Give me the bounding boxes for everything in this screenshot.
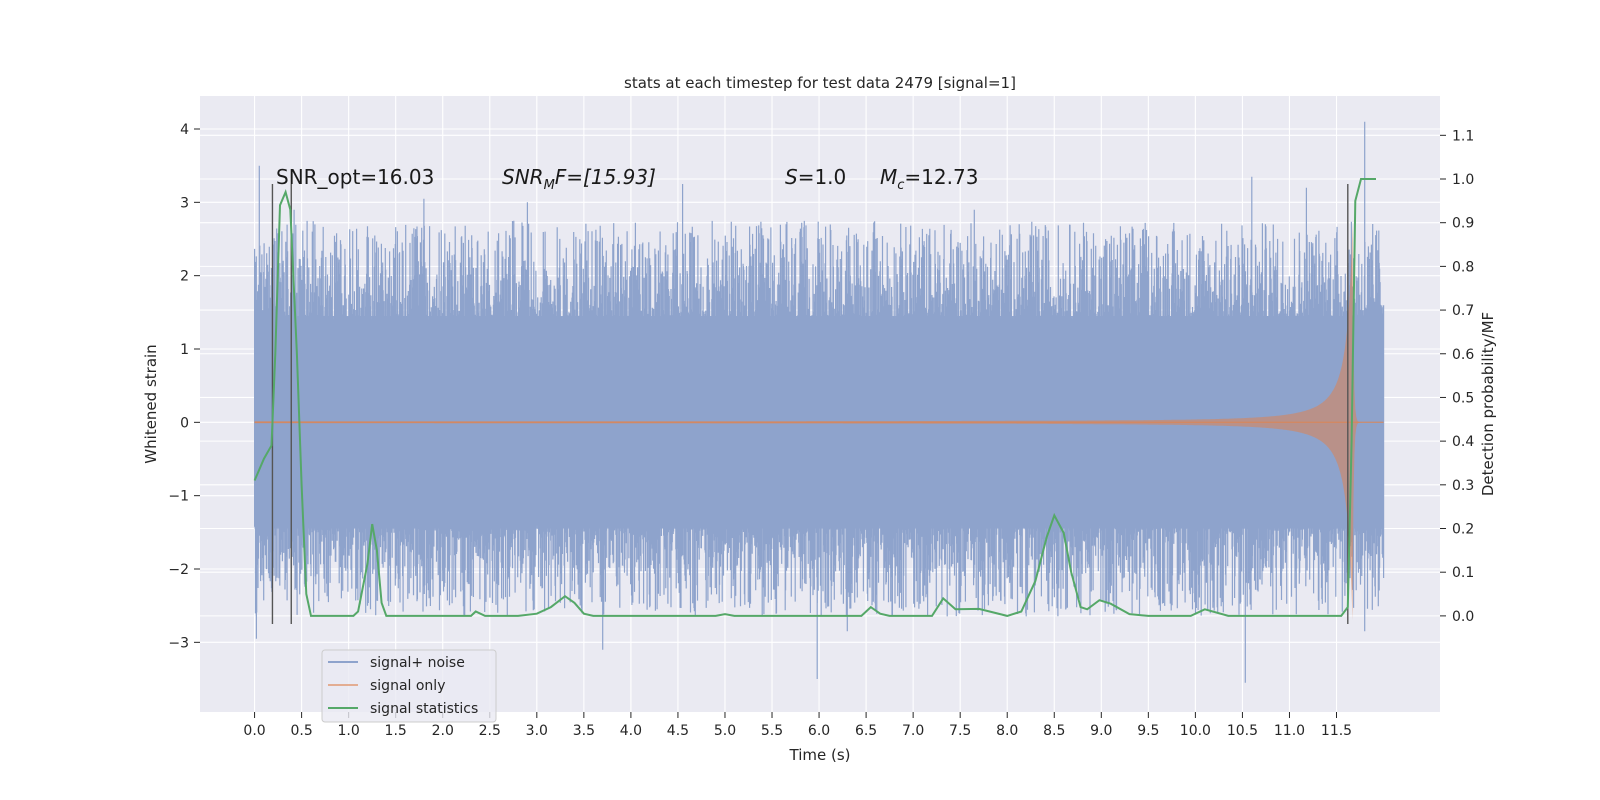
y-axis-label-left: Whitened strain xyxy=(142,344,160,463)
x-tick-label: 1.5 xyxy=(385,723,407,739)
x-tick-label: 10.0 xyxy=(1180,723,1211,739)
legend-label-signal-only: signal only xyxy=(370,678,445,694)
annotation-snr-opt: SNR_opt=16.03 xyxy=(276,165,434,189)
legend-box xyxy=(321,649,497,723)
annotation-mc: Mc=12.73 xyxy=(880,165,978,193)
x-tick-label: 5.0 xyxy=(714,723,736,739)
chart-title: stats at each timestep for test data 247… xyxy=(624,74,1016,92)
x-tick-label: 1.0 xyxy=(338,723,360,739)
y-tick-label-right: 1.0 xyxy=(1452,172,1474,188)
x-tick-label: 10.5 xyxy=(1227,723,1258,739)
x-tick-label: 11.0 xyxy=(1274,723,1305,739)
y-tick-label-left: 4 xyxy=(180,122,189,138)
series-signal-statistics xyxy=(253,178,1376,617)
x-tick-label: 11.5 xyxy=(1321,723,1352,739)
x-tick-label: 9.5 xyxy=(1137,723,1159,739)
legend-label-signal-noise: signal+ noise xyxy=(370,655,465,671)
x-tick-label: 4.0 xyxy=(620,723,642,739)
y-tick-label-left: −1 xyxy=(168,489,189,505)
x-tick-label: 0.0 xyxy=(243,723,265,739)
y-tick-label-left: −3 xyxy=(168,635,189,651)
legend: signal+ noise signal only signal statist… xyxy=(321,649,497,723)
y-tick-label-right: 0.3 xyxy=(1452,478,1474,494)
y-tick-label-left: 2 xyxy=(180,269,189,285)
annotation-snr-mf: SNRMF=[15.93] xyxy=(502,165,656,193)
x-tick-label: 6.0 xyxy=(808,723,830,739)
noise-trace xyxy=(254,121,1385,683)
y-tick-label-right: 0.4 xyxy=(1452,434,1474,450)
y-tick-label-right: 0.5 xyxy=(1452,390,1474,406)
y-tick-label-left: −2 xyxy=(168,562,189,578)
x-tick-label: 7.0 xyxy=(902,723,924,739)
annotation-s: S=1.0 xyxy=(785,165,846,189)
x-tick-label: 3.0 xyxy=(526,723,548,739)
x-tick-label: 4.5 xyxy=(667,723,689,739)
series-signal-only xyxy=(254,224,1384,621)
x-tick-label: 2.0 xyxy=(432,723,454,739)
x-tick-label: 2.5 xyxy=(479,723,501,739)
y-tick-label-right: 0.2 xyxy=(1452,522,1474,538)
y-axis-label-right: Detection probability/MF xyxy=(1479,312,1497,496)
y-tick-label-right: 0.1 xyxy=(1452,565,1474,581)
x-tick-label: 7.5 xyxy=(949,723,971,739)
signal-statistics-line xyxy=(253,178,1376,617)
y-tick-label-left: 1 xyxy=(180,342,189,358)
x-tick-label: 8.0 xyxy=(996,723,1018,739)
x-tick-label: 6.5 xyxy=(855,723,877,739)
y-tick-label-right: 0.0 xyxy=(1452,609,1474,625)
legend-label-signal-statistics: signal statistics xyxy=(370,701,478,717)
tick-labels: 0.0 0.5 1.0 1.5 2.0 2.5 3.0 3.5 4.0 4.5 5.0 5.5 6.0 6… xyxy=(168,122,1474,739)
x-tick-label: 0.5 xyxy=(290,723,312,739)
y-tick-label-left: 0 xyxy=(180,415,189,431)
y-tick-label-right: 0.8 xyxy=(1452,259,1474,275)
y-tick-label-right: 1.1 xyxy=(1452,128,1474,144)
y-tick-label-right: 0.9 xyxy=(1452,216,1474,232)
x-axis-label: Time (s) xyxy=(789,746,851,764)
x-tick-label: 5.5 xyxy=(761,723,783,739)
x-tick-label: 9.0 xyxy=(1090,723,1112,739)
x-tick-label: 3.5 xyxy=(573,723,595,739)
y-tick-label-right: 0.7 xyxy=(1452,303,1474,319)
y-tick-label-right: 0.6 xyxy=(1452,347,1474,363)
y-tick-label-left: 3 xyxy=(180,195,189,211)
x-tick-label: 8.5 xyxy=(1043,723,1065,739)
